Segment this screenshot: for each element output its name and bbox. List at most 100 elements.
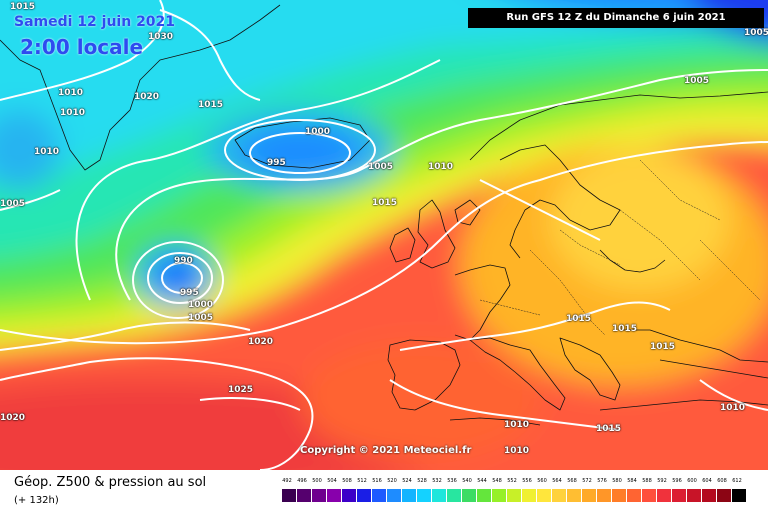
isobar-label: 1005 [684,76,710,86]
isobar-label: 1015 [612,324,638,334]
scale-label: 512 [357,478,367,484]
forecast-date: Samedi 12 juin 2021 [14,14,176,30]
isobar-label: 1010 [58,88,84,98]
color-scale-labels: 492 496 500 504 508 512 516 520 524 528 532 536 540 5… [282,478,752,487]
scale-swatch [342,489,356,502]
geopotential-map [0,0,768,470]
isobar-label: 1015 [650,342,676,352]
scale-swatch [462,489,476,502]
color-scale: 492 496 500 504 508 512 516 520 524 528 532 536 540 5… [282,478,752,506]
scale-label: 568 [567,478,577,484]
forecast-time: 2:00 locale [20,35,144,59]
isobar-label: 1000 [188,300,214,310]
isobar-label: 1010 [428,162,454,172]
isobar-label: 1000 [305,127,331,137]
scale-swatch [432,489,446,502]
scale-label: 612 [732,478,742,484]
scale-swatch [567,489,581,502]
scale-label: 572 [582,478,592,484]
scale-label: 520 [387,478,397,484]
isobar-label: 1010 [504,446,530,456]
scale-swatch [597,489,611,502]
scale-label: 544 [477,478,487,484]
isobar-label: 1005 [0,199,26,209]
scale-label: 592 [657,478,667,484]
scale-label: 496 [297,478,307,484]
isobar-label: 1030 [148,32,174,42]
scale-swatch [477,489,491,502]
isobar-label: 1015 [10,2,36,12]
scale-swatch [312,489,326,502]
scale-swatch [522,489,536,502]
scale-label: 552 [507,478,517,484]
scale-swatch [492,489,506,502]
color-scale-swatches [282,489,752,502]
isobar-label: 1010 [60,108,86,118]
forecast-lead-time: (+ 132h) [14,495,59,506]
geopotential-field [0,0,768,470]
scale-swatch [672,489,686,502]
scale-label: 508 [342,478,352,484]
scale-swatch [327,489,341,502]
scale-swatch [717,489,731,502]
scale-label: 596 [672,478,682,484]
isobar-label: 1020 [248,337,274,347]
scale-swatch [687,489,701,502]
scale-label: 556 [522,478,532,484]
scale-swatch [582,489,596,502]
scale-swatch [612,489,626,502]
scale-swatch [552,489,566,502]
scale-label: 548 [492,478,502,484]
isobar-label: 995 [267,158,286,168]
scale-swatch [282,489,296,502]
scale-swatch [732,489,746,502]
scale-label: 500 [312,478,322,484]
scale-label: 528 [417,478,427,484]
isobar-label: 1015 [372,198,398,208]
scale-label: 588 [642,478,652,484]
scale-swatch [657,489,671,502]
isobar-label: 1015 [596,424,622,434]
isobar-label: 1005 [744,28,768,38]
isobar-label: 1010 [720,403,746,413]
scale-label: 604 [702,478,712,484]
scale-label: 576 [597,478,607,484]
scale-label: 536 [447,478,457,484]
scale-swatch [372,489,386,502]
coastlines [0,4,768,426]
isobar-label: 1010 [34,147,60,157]
legend-footer: Géop. Z500 & pression au sol (+ 132h) 49… [0,470,768,512]
isobar-label: 1025 [228,385,254,395]
scale-label: 504 [327,478,337,484]
scale-label: 584 [627,478,637,484]
model-run-banner: Run GFS 12 Z du Dimanche 6 juin 2021 [468,8,764,28]
copyright-notice: Copyright © 2021 Meteociel.fr [300,445,472,456]
scale-swatch [447,489,461,502]
scale-label: 532 [432,478,442,484]
isobars [0,0,768,470]
scale-label: 492 [282,478,292,484]
isobar-label: 995 [180,288,199,298]
scale-label: 516 [372,478,382,484]
scale-label: 600 [687,478,697,484]
isobar-label: 1010 [504,420,530,430]
scale-swatch [417,489,431,502]
isobar-label: 1015 [566,314,592,324]
isobar-label: 1005 [368,162,394,172]
isobar-label: 1020 [0,413,26,423]
scale-swatch [702,489,716,502]
scale-label: 580 [612,478,622,484]
scale-swatch [297,489,311,502]
scale-label: 608 [717,478,727,484]
legend-title: Géop. Z500 & pression au sol [14,475,207,490]
scale-swatch [387,489,401,502]
isobar-label: 1005 [188,313,214,323]
scale-swatch [357,489,371,502]
isobar-label: 1020 [134,92,160,102]
scale-swatch [642,489,656,502]
scale-swatch [507,489,521,502]
borders [479,159,761,336]
isobar-label: 1015 [198,100,224,110]
scale-label: 564 [552,478,562,484]
